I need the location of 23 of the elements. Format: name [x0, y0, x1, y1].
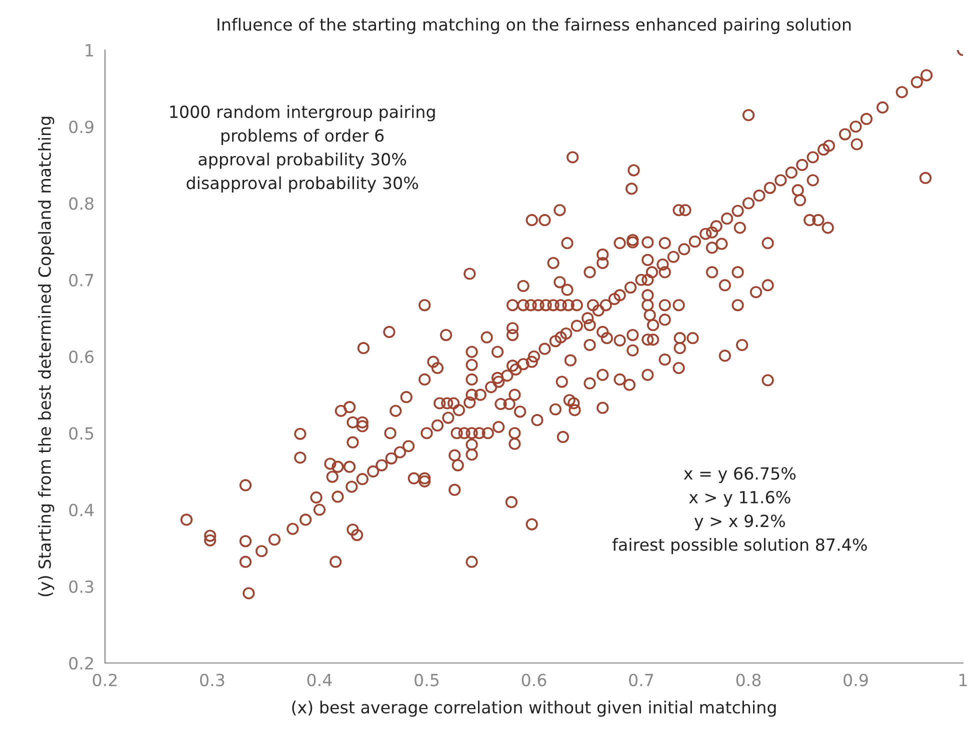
annotation: x = y 66.75% x > y 11.6% y > x 9.2% fairest possible solution 87.4% [612, 467, 867, 554]
annotation: 1000 random intergroup pairing problems of order 6 approval probability 30% disapproval probability 30% [170, 105, 435, 192]
x-tick-label: 0.7 [629, 674, 654, 686]
x-tick-label: 1 [960, 674, 967, 686]
x-tick-label: 0.8 [736, 674, 761, 686]
y-tick-label: 0.3 [69, 580, 94, 593]
x-tick-label: 0.5 [414, 674, 439, 686]
y-tick-label: 0.6 [69, 350, 94, 364]
x-tick-label: 0.6 [522, 674, 546, 686]
x-axis-title: (x) best average correlation without given initial matching [292, 700, 776, 717]
y-tick-label: 0.5 [69, 427, 94, 440]
y-tick-label: 0.2 [69, 656, 93, 670]
x-tick-label: 0.9 [844, 674, 868, 686]
chart-title: Influence of the starting matching on the fairness enhanced pairing solution [218, 18, 851, 34]
y-tick-label: 0.8 [69, 197, 94, 210]
y-axis-title: (y) Starting from the best determined Copeland matching [38, 116, 54, 596]
y-tick-label: 1 [86, 44, 94, 56]
x-tick-label: 0.2 [92, 674, 117, 686]
y-tick-label: 0.7 [69, 274, 94, 286]
y-tick-label: 0.9 [69, 120, 94, 134]
y-tick-label: 0.4 [69, 504, 94, 516]
x-tick-label: 0.4 [307, 674, 332, 686]
x-tick-label: 0.3 [200, 674, 224, 686]
